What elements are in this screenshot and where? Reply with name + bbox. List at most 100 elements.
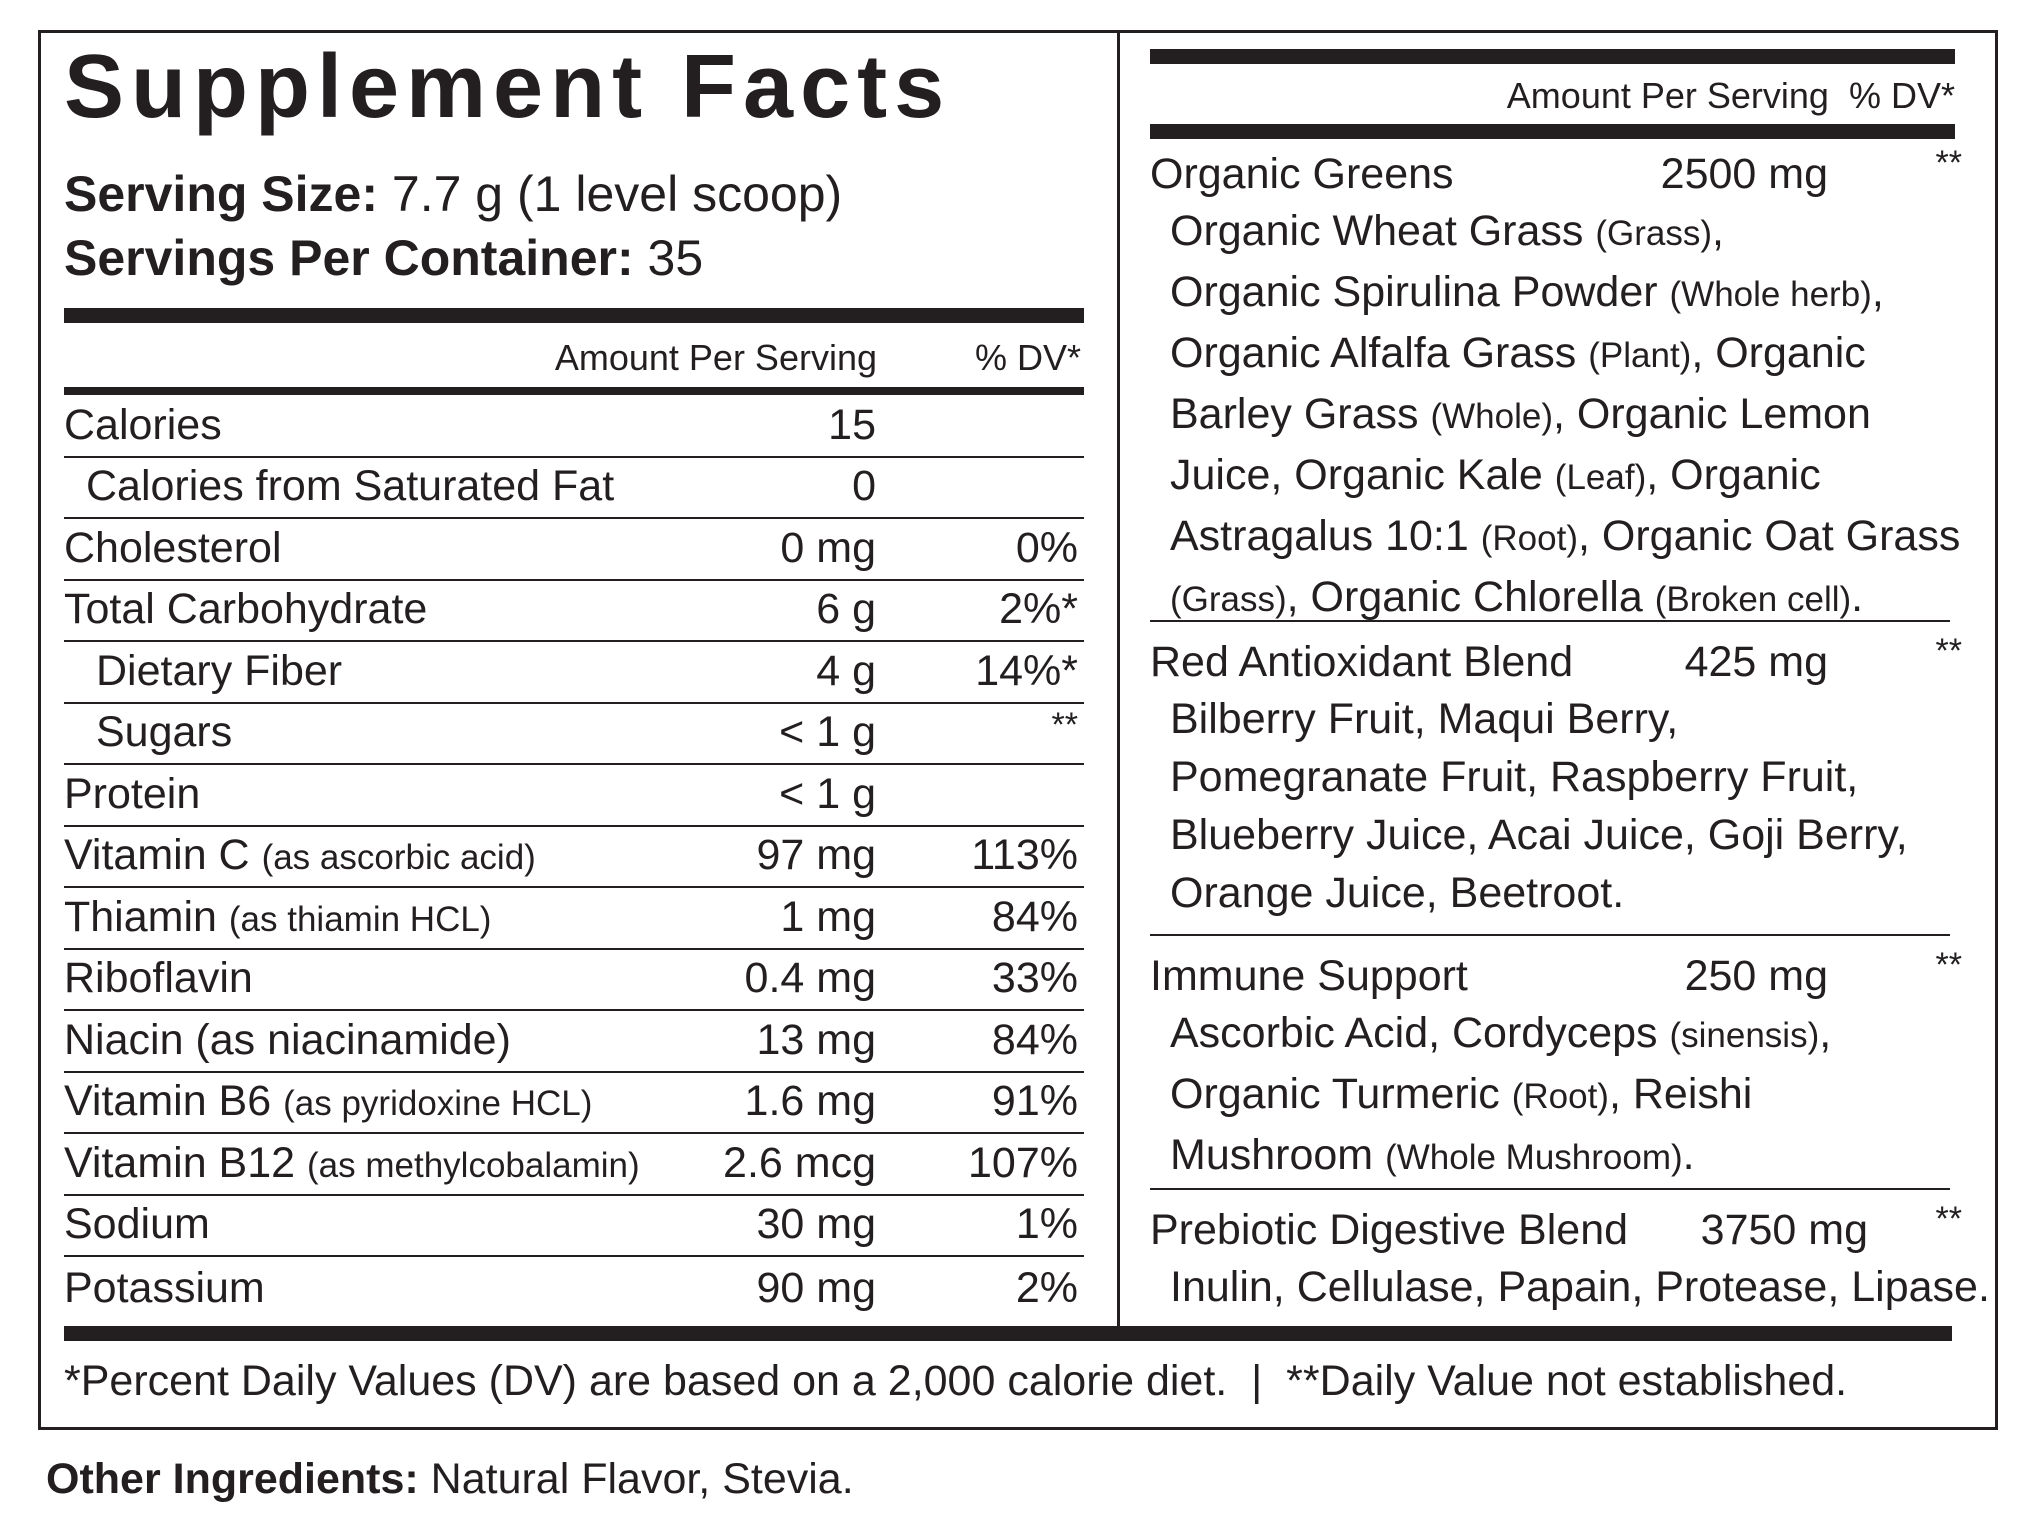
nutrient-name-text: Calories from Saturated Fat (86, 462, 615, 510)
blend-name: Organic Greens (1150, 150, 1454, 198)
blend-ingredient-line: Organic Wheat Grass (Grass), (1170, 202, 1970, 263)
nutrient-name: Dietary Fiber (96, 647, 342, 696)
blend-header: Red Antioxidant Blend 425 mg ** (1150, 632, 1970, 690)
ingredient-text: Orange Juice, Beetroot. (1170, 869, 1625, 917)
ingredient-part: (Broken cell) (1654, 580, 1852, 619)
nutrient-dv: 2%* (999, 585, 1078, 633)
nutrient-name: Calories from Saturated Fat (86, 462, 614, 511)
blend-ingredient-line: Barley Grass (Whole), Organic Lemon (1170, 385, 1970, 446)
blend-dv: ** (1935, 144, 1962, 182)
right-top-bar (1150, 49, 1955, 64)
nutrient-name-text: Dietary Fiber (96, 646, 343, 695)
nutrient-dv: 0% (1015, 523, 1078, 572)
left-top-bar (64, 308, 1084, 323)
ingredient-part: (Whole) (1430, 397, 1553, 436)
nutrient-dv: ** (1051, 706, 1078, 744)
servings-value: 35 (647, 230, 704, 286)
ingredient-part: (Grass) (1170, 580, 1287, 619)
nutrient-dv: 91% (991, 1077, 1078, 1125)
blend-ingredient-line: Organic Alfalfa Grass (Plant), Organic (1170, 324, 1970, 385)
nutrient-dv: 2% (1015, 1263, 1078, 1312)
nutrient-amount: 30 mg (756, 1200, 876, 1248)
blend-ingredient-line: Organic Turmeric (Root), Reishi (1170, 1065, 1970, 1126)
nutrient-name-text: Calories (64, 400, 222, 449)
blend-ingredient-line: Juice, Organic Kale (Leaf), Organic (1170, 446, 1970, 507)
blend-section: Immune Support 250 mg ** Ascorbic Acid, Cor… (1150, 946, 1970, 1187)
nutrient-row: Vitamin B12 (as methylcobalamin) 2.6 mcg 1… (64, 1134, 1084, 1196)
left-col-dv-header: % DV* (974, 337, 1081, 378)
blend-ingredient-line: Orange Juice, Beetroot. (1170, 864, 1970, 922)
nutrient-row: Protein < 1 g (64, 765, 1084, 827)
ingredient-text: . (1851, 573, 1864, 621)
nutrient-row: Riboflavin 0.4 mg 33% (64, 950, 1084, 1011)
nutrient-dv: 33% (991, 954, 1078, 1002)
blend-header: Prebiotic Digestive Blend 3750 mg ** (1150, 1200, 1970, 1258)
nutrient-name: Cholesterol (64, 524, 282, 573)
other-ingredients: Other Ingredients: Natural Flavor, Stevi… (46, 1455, 854, 1504)
ingredient-part: (Plant) (1588, 336, 1692, 375)
blend-section: Organic Greens 2500 mg ** Organic Wheat Gra… (1150, 144, 1970, 629)
nutrient-amount: 97 mg (756, 831, 876, 879)
nutrient-name-text: Sodium (64, 1200, 210, 1248)
ingredient-text: Organic Wheat Grass (1170, 207, 1596, 255)
blend-amount: 425 mg (1684, 638, 1828, 686)
blend-ingredient-line: Blueberry Juice, Acai Juice, Goji Berry, (1170, 806, 1970, 864)
left-header-bar (64, 387, 1084, 395)
nutrient-name-text: Protein (64, 769, 201, 818)
nutrient-source: (as pyridoxine HCL) (283, 1084, 593, 1123)
ingredient-text: , Organic Oat Grass (1578, 512, 1961, 560)
blend-dv: ** (1935, 1200, 1962, 1238)
ingredient-text: , Reishi (1608, 1070, 1753, 1118)
blend-ingredient-line: Ascorbic Acid, Cordyceps (sinensis), (1170, 1004, 1970, 1065)
nutrient-amount: 0.4 mg (744, 954, 876, 1002)
nutrient-row: Cholesterol 0 mg 0% (64, 519, 1084, 581)
ingredient-text: , Organic (1691, 329, 1866, 377)
right-header-bar (1150, 124, 1955, 139)
nutrient-name-text: Vitamin B12 (64, 1138, 308, 1187)
ingredient-text: Organic Spirulina Powder (1170, 268, 1670, 316)
blend-divider (1150, 1188, 1950, 1190)
nutrient-amount: 1 mg (780, 892, 876, 941)
nutrient-row: Potassium 90 mg 2% (64, 1257, 1084, 1319)
nutrient-name: Potassium (64, 1264, 265, 1313)
nutrient-row: Niacin (as niacinamide) 13 mg 84% (64, 1011, 1084, 1073)
blend-divider (1150, 934, 1950, 936)
ingredient-text: , (1712, 207, 1724, 255)
nutrient-dv: 84% (991, 1015, 1078, 1064)
blend-amount: 2500 mg (1660, 150, 1828, 198)
nutrient-name-text: Cholesterol (64, 523, 282, 572)
blend-ingredient-line: Bilberry Fruit, Maqui Berry, (1170, 690, 1970, 748)
serving-size: Serving Size: 7.7 g (1 level scoop) (64, 162, 842, 226)
nutrient-source: (as methylcobalamin) (307, 1145, 640, 1185)
nutrient-amount: 4 g (816, 646, 876, 695)
nutrient-row: Vitamin C (as ascorbic acid) 97 mg 113% (64, 827, 1084, 888)
nutrient-source: (as ascorbic acid) (261, 838, 536, 877)
ingredient-text: Astragalus 10:1 (1170, 512, 1481, 560)
nutrient-amount: 6 g (816, 585, 876, 633)
ingredient-part: (Root) (1511, 1077, 1609, 1116)
supplement-facts-panel (38, 30, 1998, 1430)
ingredient-text: Bilberry Fruit, Maqui Berry, (1170, 695, 1679, 743)
ingredient-part: (Grass) (1595, 214, 1713, 253)
ingredient-part: (Whole herb) (1669, 275, 1872, 314)
blend-amount: 3750 mg (1700, 1206, 1868, 1254)
nutrient-row: Dietary Fiber 4 g 14%* (64, 642, 1084, 704)
nutrient-name-text: Riboflavin (64, 954, 253, 1002)
nutrient-name: Thiamin (as thiamin HCL) (64, 893, 491, 942)
left-col-amount-header: Amount Per Serving (554, 337, 877, 378)
nutrient-dv: 14%* (975, 646, 1078, 695)
blend-header: Immune Support 250 mg ** (1150, 946, 1970, 1004)
ingredient-part: (Root) (1480, 519, 1578, 558)
nutrient-source: (as thiamin HCL) (228, 899, 492, 939)
nutrient-row: Vitamin B6 (as pyridoxine HCL) 1.6 mg 91% (64, 1073, 1084, 1134)
nutrient-name: Vitamin B12 (as methylcobalamin) (64, 1139, 640, 1188)
blend-ingredient-line: Astragalus 10:1 (Root), Organic Oat Gras… (1170, 507, 1970, 568)
nutrient-amount: 13 mg (756, 1015, 876, 1064)
nutrient-amount: 1.6 mg (744, 1077, 876, 1125)
ingredient-text: Mushroom (1170, 1131, 1386, 1179)
ingredient-text: , Organic Chlorella (1286, 573, 1655, 621)
nutrient-name: Vitamin C (as ascorbic acid) (64, 831, 536, 880)
nutrient-name-text: Total Carbohydrate (64, 585, 428, 633)
blend-ingredient-line: Mushroom (Whole Mushroom). (1170, 1126, 1970, 1187)
nutrient-row: Thiamin (as thiamin HCL) 1 mg 84% (64, 888, 1084, 950)
